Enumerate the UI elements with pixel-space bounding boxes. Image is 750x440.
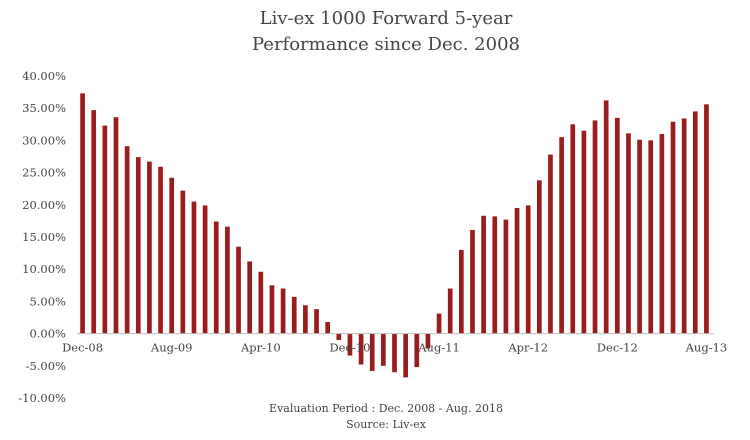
source-note: Source: Liv-ex	[346, 418, 427, 431]
bar	[258, 271, 264, 334]
y-tick-label: -5.00%	[26, 359, 66, 373]
bar	[180, 190, 186, 334]
bar	[626, 133, 631, 334]
bar	[447, 288, 453, 334]
x-tick-label: Aug-11	[417, 341, 460, 355]
evaluation-period-note: Evaluation Period : Dec. 2008 - Aug. 201…	[269, 402, 503, 415]
bar	[492, 216, 498, 334]
y-axis-tick-labels: 40.00% 35.00% 30.00% 25.00% 20.00% 15.00% 10.0…	[18, 69, 66, 405]
y-tick-label: 0.00%	[29, 327, 66, 341]
bar	[113, 117, 119, 334]
bar	[637, 139, 642, 334]
y-tick-label: 35.00%	[22, 101, 66, 115]
bar	[147, 161, 152, 334]
chart-title-line-2: Performance since Dec. 2008	[252, 34, 520, 55]
bar	[369, 333, 375, 371]
x-tick-label: Dec-10	[329, 341, 370, 355]
bar	[414, 333, 420, 368]
chart-title-line-1: Liv-ex 1000 Forward 5-year	[260, 8, 513, 29]
bar	[603, 100, 609, 334]
bar	[670, 121, 676, 334]
bar	[135, 157, 141, 334]
x-tick-label: Dec-12	[597, 341, 638, 355]
bar	[481, 215, 486, 334]
bar	[291, 296, 297, 334]
bar	[403, 333, 408, 378]
bar	[325, 322, 330, 334]
bar	[191, 201, 197, 334]
bar	[514, 208, 520, 334]
bar	[247, 261, 253, 334]
x-tick-label: Apr-10	[240, 341, 281, 355]
bar	[91, 110, 97, 334]
bar	[80, 93, 85, 334]
y-tick-label: 30.00%	[22, 133, 66, 147]
x-tick-label: Aug-09	[150, 341, 193, 355]
bar	[470, 229, 475, 334]
y-tick-label: 20.00%	[22, 198, 66, 212]
y-tick-label: -10.00%	[18, 391, 66, 405]
bar	[392, 333, 397, 373]
bar	[225, 226, 230, 334]
bar	[202, 205, 208, 334]
bar	[592, 120, 598, 334]
x-axis-tick-labels: Dec-08 Aug-09 Apr-10 Dec-10 Aug-11 Apr-12 Dec-…	[62, 341, 727, 355]
x-tick-label: Aug-13	[685, 341, 728, 355]
bar	[169, 177, 175, 334]
bar	[548, 154, 553, 334]
bar	[347, 333, 353, 356]
bar	[236, 246, 241, 334]
bar	[303, 305, 308, 334]
bar	[503, 219, 509, 334]
bar	[158, 166, 163, 334]
y-tick-label: 15.00%	[22, 230, 66, 244]
y-tick-label: 40.00%	[22, 69, 66, 83]
bar	[280, 288, 286, 334]
bar	[648, 140, 654, 334]
y-tick-label: 5.00%	[29, 294, 66, 308]
bar	[213, 221, 219, 334]
bar	[692, 111, 698, 334]
bar	[381, 333, 386, 366]
bar	[570, 124, 576, 334]
bar	[525, 205, 531, 334]
y-tick-label: 10.00%	[22, 262, 66, 276]
bar	[659, 133, 665, 334]
bar	[336, 333, 342, 341]
bar	[581, 130, 587, 334]
bar	[536, 180, 542, 334]
bar	[269, 285, 275, 334]
bar	[358, 333, 364, 365]
bar	[102, 125, 108, 334]
bar	[425, 333, 431, 349]
bar	[124, 146, 130, 334]
bar	[436, 313, 442, 334]
bar	[314, 309, 319, 334]
bars-group	[80, 93, 709, 378]
y-tick-label: 25.00%	[22, 166, 66, 180]
bar	[559, 137, 564, 334]
bar	[614, 117, 620, 334]
bar	[681, 118, 687, 334]
x-tick-label: Apr-12	[507, 341, 548, 355]
bar	[459, 249, 464, 334]
x-tick-label: Dec-08	[62, 341, 103, 355]
bar	[704, 104, 709, 334]
